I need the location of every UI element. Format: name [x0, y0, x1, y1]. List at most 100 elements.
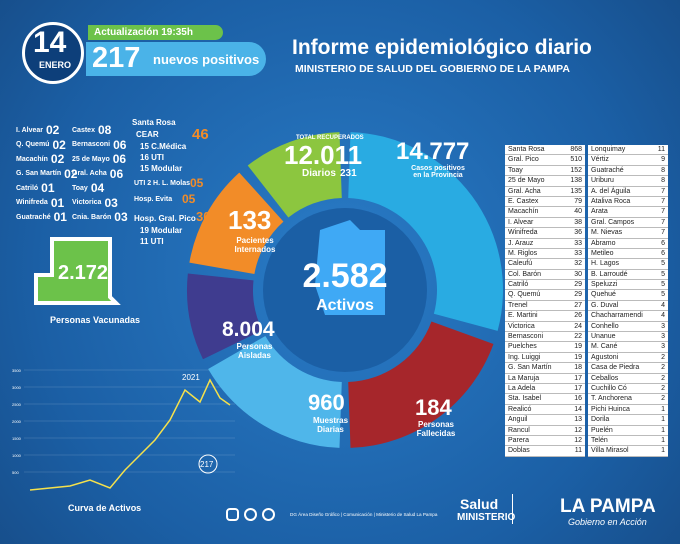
- locality-name: Santa Rosa: [508, 146, 545, 153]
- locality-name: Macachín: [508, 208, 539, 216]
- locality-cases: 17: [574, 384, 582, 392]
- gobierno: Gobierno en Acción: [568, 517, 647, 527]
- locality-name: Ing. Luiggi: [508, 353, 541, 361]
- locality: Toay 04: [72, 181, 104, 195]
- update-bar: [88, 25, 223, 40]
- hospitalized: 133: [228, 205, 272, 235]
- vaccinated-label: Personas Vacunadas: [50, 315, 141, 325]
- table-row: A. del Águila 7: [588, 187, 668, 197]
- locality-cases: 5: [661, 260, 665, 268]
- table-row: H. Lagos 5: [588, 259, 668, 270]
- locality-cases: 32: [574, 260, 582, 268]
- table-right: Lonquimay 11 Vértiz 9 Guatraché 8 Uriburu 8 A. d…: [588, 145, 668, 457]
- table-row: Toay 152: [505, 166, 585, 177]
- molas-total: 05: [190, 176, 204, 190]
- locality-count: 03: [104, 195, 118, 210]
- locality-name: 25 de Mayo: [72, 155, 110, 163]
- locality-name: Castex: [72, 126, 95, 134]
- locality-cases: 1: [661, 436, 665, 444]
- locality-name: Gral. Campos: [591, 218, 635, 226]
- table-row: Casa de Piedra 2: [588, 363, 668, 374]
- locality-cases: 38: [574, 218, 582, 226]
- curve-tick-label: 3500: [12, 368, 22, 373]
- locality-cases: 3: [661, 322, 665, 330]
- cear-item: 16 UTI: [140, 153, 165, 162]
- locality-name: Sta. Isabel: [508, 395, 542, 403]
- table-row: La Maruja 17: [505, 374, 585, 384]
- table-row: E. Martini 26: [505, 311, 585, 322]
- table-row: M. Riglos 33: [505, 249, 585, 260]
- locality-cases: 2: [661, 395, 665, 403]
- date-badge: [22, 22, 84, 84]
- new-positives: 217: [92, 42, 141, 74]
- table-left: Santa Rosa 868 Gral. Pico 510 Toay 152 25 de M…: [505, 145, 585, 457]
- locality-name: Dorila: [591, 416, 610, 424]
- locality: G. San Martín 02: [16, 167, 77, 181]
- province-map: [34, 237, 121, 305]
- samples-label: Muestras Diarias: [312, 416, 349, 434]
- table-row: Lonquimay 11: [588, 145, 668, 156]
- cear-item: 15 C.Médica: [140, 142, 187, 151]
- cear-total: 46: [192, 126, 209, 143]
- table-row: Conhello 3: [588, 322, 668, 333]
- table-row: Arata 7: [588, 207, 668, 218]
- last-circle: [198, 454, 218, 474]
- locality-count: 06: [113, 137, 127, 152]
- locality-name: T. Anchorena: [591, 395, 632, 403]
- table-row: Catriló 29: [505, 280, 585, 291]
- locality: Winifreda 01: [16, 196, 64, 210]
- locality-name: La Adela: [508, 384, 536, 392]
- locality-name: Guatraché: [591, 166, 624, 174]
- locality-name: Cnia. Barón: [72, 213, 112, 221]
- locality-cases: 2: [661, 353, 665, 361]
- locality-count: 02: [52, 137, 66, 152]
- table-row: B. Larroudé 5: [588, 270, 668, 281]
- locality-cases: 33: [574, 249, 582, 257]
- locality-cases: 4: [661, 312, 665, 320]
- daily-label: Diarios: [302, 168, 336, 179]
- locality-name: Uriburu: [591, 177, 614, 185]
- table-row: Realicó 14: [505, 405, 585, 416]
- table-row: M. Nievas 7: [588, 228, 668, 239]
- locality-cases: 3: [661, 343, 665, 351]
- table-row: Vértiz 9: [588, 155, 668, 166]
- samples: 960: [308, 390, 345, 415]
- locality-name: J. Arauz: [508, 239, 534, 247]
- pico-item: 11 UTI: [140, 237, 164, 246]
- locality-cases: 510: [570, 156, 582, 164]
- table-row: Bernasconi 22: [505, 332, 585, 343]
- locality-cases: 6: [661, 249, 665, 257]
- locality-cases: 1: [661, 405, 665, 413]
- locality-cases: 5: [661, 270, 665, 278]
- locality: 25 de Mayo 06: [72, 152, 126, 166]
- table-row: Caleufú 32: [505, 259, 585, 270]
- locality-count: 06: [112, 152, 127, 166]
- locality-cases: 2: [661, 364, 665, 372]
- santa-rosa: Santa Rosa: [132, 118, 176, 127]
- locality-name: Trenel: [508, 301, 528, 309]
- locality: Guatraché 01: [16, 210, 67, 224]
- locality-name: B. Larroudé: [591, 270, 628, 278]
- locality-count: 02: [50, 152, 65, 166]
- locality-name: La Maruja: [508, 374, 540, 382]
- table-row: T. Anchorena 2: [588, 394, 668, 405]
- active-label: Activos: [316, 297, 374, 314]
- locality: Catriló 01: [16, 181, 55, 195]
- locality-cases: 27: [574, 301, 582, 309]
- locality-cases: 12: [574, 426, 582, 434]
- locality-name: Arata: [591, 208, 608, 216]
- table-row: Abramo 6: [588, 239, 668, 249]
- cases-label: Casos positivos en la Provincia: [411, 165, 465, 179]
- locality-cases: 11: [574, 447, 582, 455]
- locality-name: Gral. Acha: [72, 170, 107, 177]
- molas: UTI 2 H. L. Molas: [134, 180, 191, 187]
- locality-cases: 79: [574, 197, 582, 205]
- locality-name: Doblas: [508, 447, 530, 455]
- table-row: J. Arauz 33: [505, 239, 585, 249]
- table-row: I. Alvear 38: [505, 218, 585, 229]
- pico-item: 19 Modular: [140, 226, 183, 235]
- table-row: Telén 1: [588, 436, 668, 447]
- table-row: Gral. Pico 510: [505, 155, 585, 166]
- locality-name: Telén: [591, 436, 608, 444]
